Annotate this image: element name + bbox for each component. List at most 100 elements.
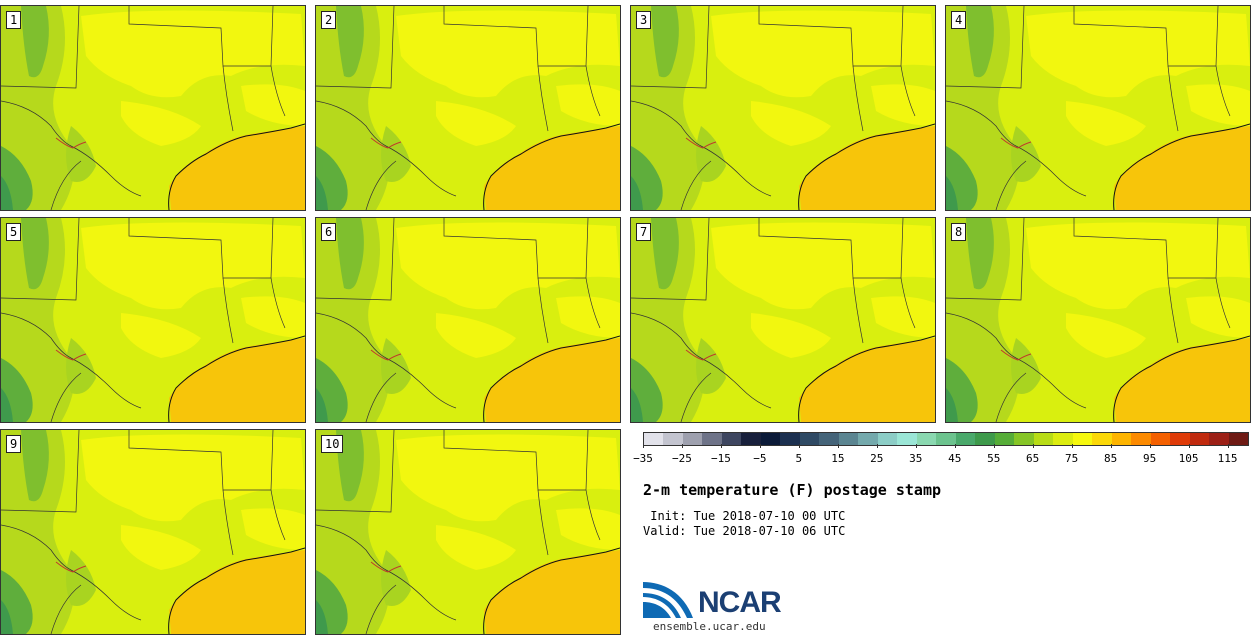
temperature-map [631,218,935,422]
colorbar-tick-label: 25 [870,452,884,465]
colorbar-tick [1227,444,1229,448]
member-label: 1 [6,11,22,29]
colorbar-segment [1111,433,1132,445]
colorbar-segment [897,433,917,445]
colorbar-tick-label: 5 [795,452,803,465]
init-time: Init: Tue 2018-07-10 00 UTC [643,509,846,523]
colorbar-segment [994,433,1015,445]
colorbar-segment [1053,433,1073,445]
colorbar-segment [741,433,761,445]
colorbar-tick-label: 75 [1065,452,1079,465]
colorbar-tick-label: −25 [672,452,692,465]
colorbar-tick-label: −5 [753,452,767,465]
forecast-panel-6[interactable]: 6 [315,217,621,423]
colorbar-tick-label: 65 [1026,452,1040,465]
colorbar-segment [799,433,820,445]
forecast-panel-3[interactable]: 3 [630,5,936,211]
colorbar-tick-label: −35 [633,452,653,465]
member-label: 8 [951,223,967,241]
colorbar-segment [936,433,956,445]
member-label: 4 [951,11,967,29]
colorbar-tick [643,444,644,448]
colorbar-segment [1150,433,1171,445]
valid-time: Valid: Tue 2018-07-10 06 UTC [643,524,846,538]
colorbar-segment [1228,433,1249,445]
temperature-map [1,218,305,422]
colorbar-segment [1209,433,1229,445]
forecast-panel-4[interactable]: 4 [945,5,1251,211]
plot-title: 2-m temperature (F) postage stamp [643,481,942,499]
colorbar [643,432,1249,446]
colorbar-segment [975,433,995,445]
colorbar-tick [915,444,917,448]
colorbar-segment [780,433,800,445]
colorbar-segment [916,433,937,445]
temperature-map [316,430,620,634]
colorbar-segment [1033,433,1054,445]
colorbar-tick-label: 55 [987,452,1001,465]
colorbar-segment [955,433,976,445]
member-label: 2 [321,11,337,29]
colorbar-tick [1032,444,1034,448]
colorbar-segment [838,433,859,445]
member-label: 6 [321,223,337,241]
member-label: 10 [321,435,344,453]
colorbar-segment [663,433,683,445]
colorbar-tick [837,444,839,448]
temperature-map [946,6,1250,210]
colorbar-tick-label: 35 [909,452,923,465]
colorbar-tick-label: 45 [948,452,962,465]
colorbar-tick-label: 15 [831,452,845,465]
site-url[interactable]: ensemble.ucar.edu [653,620,766,633]
forecast-panel-5[interactable]: 5 [0,217,306,423]
member-label: 5 [6,223,22,241]
colorbar-segment [721,433,742,445]
colorbar-tick [876,444,878,448]
forecast-panel-8[interactable]: 8 [945,217,1251,423]
forecast-panel-1[interactable]: 1 [0,5,306,211]
temperature-map [316,6,620,210]
logo-wordmark: NCAR [698,586,782,619]
member-label: 9 [6,435,22,453]
temperature-map [946,218,1250,422]
colorbar-tick [993,444,995,448]
forecast-panel-7[interactable]: 7 [630,217,936,423]
colorbar-tick [1071,444,1073,448]
forecast-panel-9[interactable]: 9 [0,429,306,635]
forecast-panel-2[interactable]: 2 [315,5,621,211]
temperature-map [1,430,305,634]
colorbar-segment [760,433,781,445]
colorbar-segment [1014,433,1034,445]
colorbar-segment [877,433,898,445]
forecast-panel-10[interactable]: 10 [315,429,621,635]
colorbar-segment [819,433,839,445]
member-label: 3 [636,11,652,29]
colorbar-segment [858,433,878,445]
colorbar-tick [1110,444,1112,448]
colorbar-tick [954,444,956,448]
colorbar-tick-label: 85 [1103,452,1118,465]
ncar-logo-icon [643,582,693,618]
colorbar-tick [1149,444,1151,448]
colorbar-tick [1188,444,1190,448]
colorbar-tick [759,444,761,448]
colorbar-tick-label: −15 [710,452,731,465]
colorbar-tick [798,444,800,448]
colorbar-tick-label: 95 [1142,452,1157,465]
colorbar-tick [681,444,683,448]
colorbar-segment [644,433,664,445]
colorbar-tick-label: 115 [1217,452,1238,465]
colorbar-segment [682,433,703,445]
colorbar-tick [720,444,722,448]
member-label: 7 [636,223,652,241]
colorbar-segment [1131,433,1151,445]
colorbar-segment [1189,433,1210,445]
temperature-map [631,6,935,210]
colorbar-segment [1092,433,1112,445]
temperature-map [316,218,620,422]
colorbar-segment [1170,433,1190,445]
colorbar-ticks: −35 −25 −15 −5 5 15 25 35 45 55 65 75 85 95 105 115 [633,444,1247,465]
temperature-map [1,6,305,210]
colorbar-segment [1072,433,1093,445]
colorbar-segment [702,433,722,445]
